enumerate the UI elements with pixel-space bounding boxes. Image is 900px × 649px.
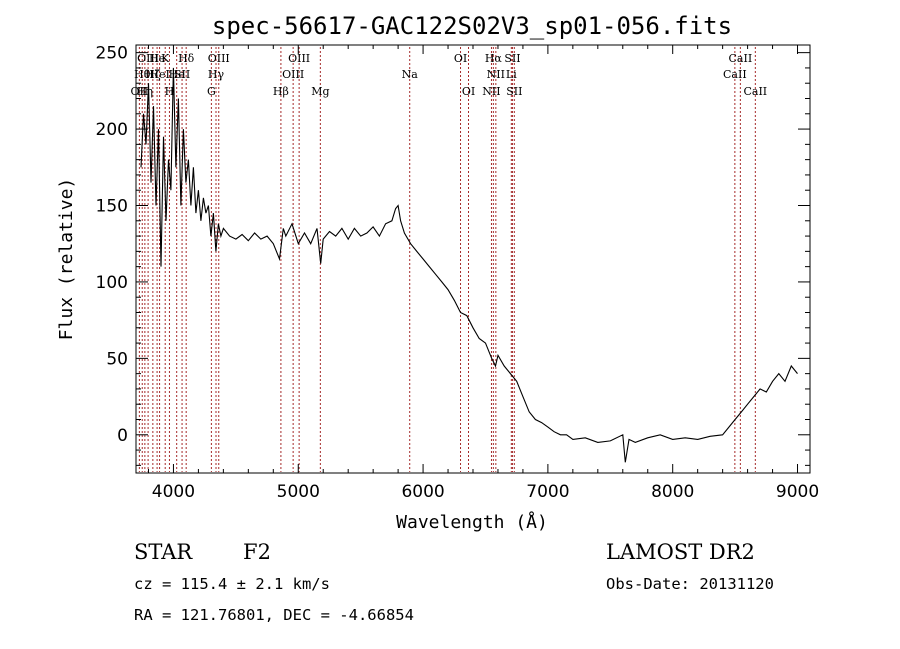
obs-date-text: Obs-Date: 20131120 [606,575,774,593]
line-marker-label: Hθ [134,68,151,81]
line-marker-label: G [207,85,216,98]
y-tick-label: 100 [96,273,128,293]
x-tick-label: 9000 [776,482,819,502]
line-marker-label: SII [174,68,190,81]
line-markers [138,47,756,472]
chart-title: spec-56617-GAC122S02V3_sp01-056.fits [212,12,732,40]
x-tick-label: 4000 [152,482,195,502]
line-marker-label: NII [487,68,505,81]
line-marker-label: Hβ [273,85,289,98]
line-marker-label: Hη [137,85,153,98]
line-marker-label: HeI [149,68,169,81]
line-marker-label: OI [462,85,475,98]
x-tick-label: 6000 [401,482,444,502]
line-marker-label: Hα [485,52,503,65]
line-marker-label: CaII [723,68,747,81]
x-tick-label: 5000 [277,482,320,502]
line-marker-label: Li [506,68,517,81]
line-marker-label: SII [504,52,520,65]
x-tick-label: 7000 [526,482,569,502]
x-axis-label: Wavelength (Å) [396,511,548,533]
line-marker-label: CaII [743,85,767,98]
line-marker-label: SII [506,85,522,98]
line-marker-label: Mg [311,85,329,98]
x-tick-label: 8000 [651,482,694,502]
line-marker-label: OIII [288,52,310,65]
line-marker-label: CaII [729,52,753,65]
line-marker-label: He [149,52,165,65]
y-tick-label: 250 [96,44,128,64]
y-axis-label: Flux (relative) [56,178,77,341]
line-marker-label: OI [454,52,467,65]
y-axis: 0 50 100 150 200 250 [96,44,810,466]
line-marker-label: OIII [208,52,230,65]
y-tick-label: 150 [96,197,128,217]
line-marker-label: Hζ [145,68,161,81]
line-marker-label: H [165,85,175,98]
line-marker-label: OII [131,85,149,98]
line-marker-label: NII [482,85,500,98]
line-marker-label: Na [402,68,419,81]
line-marker-label: Hγ [208,68,225,81]
line-marker-label: Hδ [178,52,195,65]
spectrum-series-line [140,67,798,463]
object-subclass: F2 [243,540,271,564]
y-tick-label: 50 [106,349,128,369]
line-marker-label: OIII [282,68,304,81]
x-axis: 4000 5000 6000 7000 8000 9000 [147,45,819,502]
survey-name: LAMOST DR2 [606,540,755,564]
y-tick-label: 0 [117,426,128,446]
object-class: STAR [134,540,193,564]
line-marker-label: K [161,52,170,65]
y-tick-label: 200 [96,120,128,140]
plot-frame [135,44,811,474]
line-marker-labels: OIIHθHηOIIIHζHeHeIKHHeSIIHδGHγOIIIHβOIII… [131,52,768,98]
coordinates-text: RA = 121.76801, DEC = -4.66854 [134,606,414,624]
line-marker-label: OIII [137,52,159,65]
redshift-text: cz = 115.4 ± 2.1 km/s [134,575,330,593]
